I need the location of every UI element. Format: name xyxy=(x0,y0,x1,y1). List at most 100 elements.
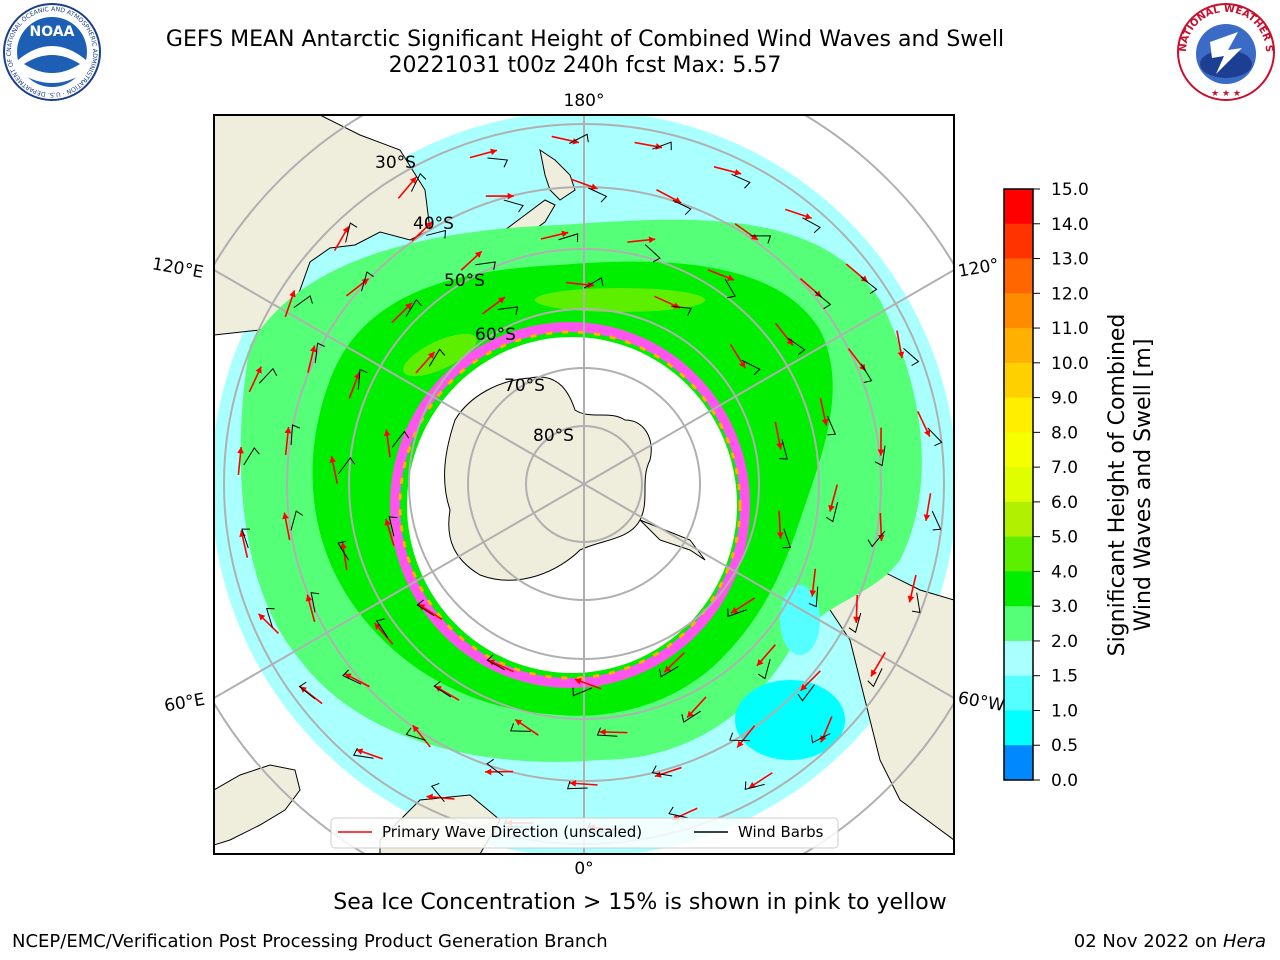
colorbar-tick-label: 14.0 xyxy=(1051,215,1089,235)
wind-barb xyxy=(671,305,692,316)
wave-direction-arrowhead xyxy=(426,793,433,801)
colorbar-tick-label: 2.0 xyxy=(1051,632,1078,652)
colorbar-segment xyxy=(1004,467,1033,503)
wind-barb xyxy=(503,199,524,213)
wave-direction-arrowhead xyxy=(809,590,817,597)
wave-direction-arrowhead xyxy=(374,622,382,630)
wind-barb xyxy=(724,278,736,299)
wind-barb xyxy=(243,447,260,466)
wave-direction-arrowhead xyxy=(344,673,352,680)
wind-barb xyxy=(588,187,608,203)
wave-direction-arrowhead xyxy=(748,781,756,788)
wave-direction-arrowhead xyxy=(574,678,582,685)
wave-direction-arrowhead xyxy=(405,302,412,310)
wind-barb xyxy=(911,592,921,614)
wind-barb xyxy=(416,599,435,617)
wave-direction-arrowhead xyxy=(734,169,742,176)
wind-barb xyxy=(241,528,250,549)
colorbar-tick-label: 5.0 xyxy=(1051,528,1078,548)
wind-barbs xyxy=(241,133,943,833)
lat-label-80s: 80°S xyxy=(533,426,574,446)
wave-direction-arrowhead xyxy=(924,429,931,437)
wave-direction-arrowhead xyxy=(361,278,369,286)
noaa-logo: NOAA NATIONAL OCEANIC AND ATMOSPHERIC AD… xyxy=(2,2,101,101)
colorbar-tick-label: 6.0 xyxy=(1051,493,1078,513)
chart-title: GEFS MEAN Antarctic Significant Height o… xyxy=(165,27,1005,52)
wave-direction-arrowhead xyxy=(305,594,313,602)
wave-direction-arrowhead xyxy=(664,665,672,673)
wave-direction-arrowhead xyxy=(750,233,758,240)
wind-barb xyxy=(779,439,788,460)
wind-barb xyxy=(903,348,920,366)
wind-barb xyxy=(931,510,942,531)
wave-direction-arrowhead xyxy=(599,728,606,736)
wind-barb xyxy=(727,608,747,618)
wind-barb xyxy=(750,235,772,244)
lon-label-0: 0° xyxy=(574,859,593,879)
wave-direction-arrowhead xyxy=(289,290,296,298)
colorbar-tick-label: 0.0 xyxy=(1051,771,1078,791)
wave-direction-arrowhead xyxy=(561,230,569,238)
wave-direction-arrowhead xyxy=(383,429,391,436)
wave-direction-arrowhead xyxy=(258,613,266,621)
colorbar-segment xyxy=(1004,328,1033,364)
wave-direction-arrowhead xyxy=(237,447,244,454)
wind-barb xyxy=(651,765,673,777)
lon-label-60e: 60°E xyxy=(163,690,207,717)
wave-direction-arrowhead xyxy=(498,297,505,304)
chart-subtitle: 20221031 t00z 240h fcst Max: 5.57 xyxy=(388,53,782,78)
wind-barb xyxy=(352,747,374,759)
nws-logo: NATIONAL WEATHER SERVICE ★ ★ ★ xyxy=(1176,2,1275,101)
wave-direction-arrowhead xyxy=(515,719,523,726)
wind-barb xyxy=(558,233,579,242)
wind-barb xyxy=(927,427,943,447)
wind-barb xyxy=(566,780,588,790)
wave-direction-arrowhead xyxy=(897,351,905,359)
colorbar-label-line1: Significant Height of Combined xyxy=(1105,314,1130,657)
wind-barb xyxy=(430,782,445,803)
lon-label-60w: 60°W xyxy=(956,688,1006,716)
sea-ice-edge xyxy=(390,322,750,688)
wave-direction-arrowhead xyxy=(804,213,812,220)
wind-barb xyxy=(596,727,618,737)
wave-direction-arrowhead xyxy=(828,504,835,512)
wind-barb xyxy=(510,723,531,732)
wave-direction-arrowhead xyxy=(412,725,420,733)
wind-barb xyxy=(345,222,358,243)
wind-barb xyxy=(826,415,837,436)
wave-direction-arrowhead xyxy=(340,542,347,549)
colorbar-segment xyxy=(1004,501,1033,538)
wave-direction-arrowhead xyxy=(923,514,931,521)
wave-direction-arrowhead xyxy=(587,281,595,289)
wind-barb xyxy=(405,298,422,317)
wind-barb xyxy=(802,217,821,234)
colorbar-segment xyxy=(1004,710,1033,746)
footer-host: Hera xyxy=(1222,931,1266,952)
colorbar-segment xyxy=(1004,745,1033,781)
wind-barb xyxy=(388,516,398,537)
colorbar-segment xyxy=(1004,397,1033,433)
wave-direction-arrowhead xyxy=(776,442,783,450)
colorbar-segment xyxy=(1004,362,1033,399)
colorbar-tick-label: 10.0 xyxy=(1051,354,1089,374)
colorbar-segment xyxy=(1004,606,1033,642)
wave-direction-arrowhead xyxy=(485,768,492,776)
colorbar-tick-label: 8.0 xyxy=(1051,423,1078,443)
colorbar-segment xyxy=(1004,293,1033,329)
wind-barb xyxy=(258,367,278,384)
wind-barb xyxy=(487,157,509,168)
wave-direction-arrowhead xyxy=(776,532,784,539)
colorbar-tick-label: 0.5 xyxy=(1051,736,1078,756)
wind-barb xyxy=(668,806,689,819)
lat-label-30s: 30°S xyxy=(375,153,416,173)
wave-direction-arrowhead xyxy=(687,710,694,718)
wind-barb xyxy=(290,424,301,445)
wave-direction-arrowhead xyxy=(356,748,364,755)
wind-barb xyxy=(391,430,410,448)
colorbar-tick-label: 1.5 xyxy=(1051,667,1078,687)
colorbar-tick-label: 7.0 xyxy=(1051,458,1078,478)
wave-direction-arrowhead xyxy=(342,226,349,234)
wind-barb xyxy=(741,359,761,376)
wind-barb xyxy=(744,781,765,790)
wave-direction-arrowhead xyxy=(590,183,598,190)
